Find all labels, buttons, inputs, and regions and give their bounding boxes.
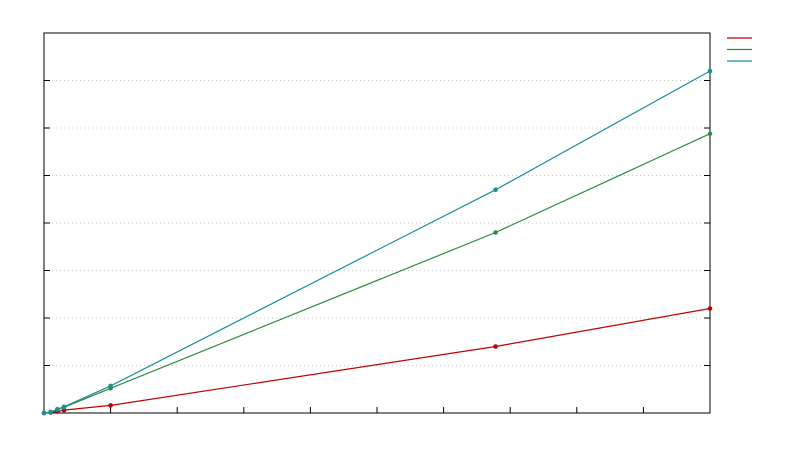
data-point bbox=[707, 306, 713, 311]
series-line bbox=[43, 307, 711, 414]
series-line bbox=[43, 70, 711, 414]
series-3 bbox=[41, 68, 713, 416]
legend bbox=[727, 37, 752, 62]
data-point bbox=[48, 409, 53, 415]
series-1 bbox=[41, 306, 713, 416]
data-point bbox=[493, 344, 498, 349]
data-point bbox=[493, 230, 498, 235]
data-point bbox=[55, 406, 60, 412]
data-point bbox=[61, 404, 67, 410]
series-group bbox=[41, 68, 713, 416]
data-point bbox=[41, 410, 47, 416]
series-2 bbox=[41, 131, 713, 416]
data-point bbox=[707, 68, 713, 74]
data-point bbox=[108, 383, 113, 389]
axis-ticks bbox=[44, 80, 710, 413]
grid bbox=[44, 80, 710, 366]
data-point bbox=[707, 131, 713, 136]
data-point bbox=[108, 403, 113, 408]
data-point bbox=[493, 187, 498, 193]
